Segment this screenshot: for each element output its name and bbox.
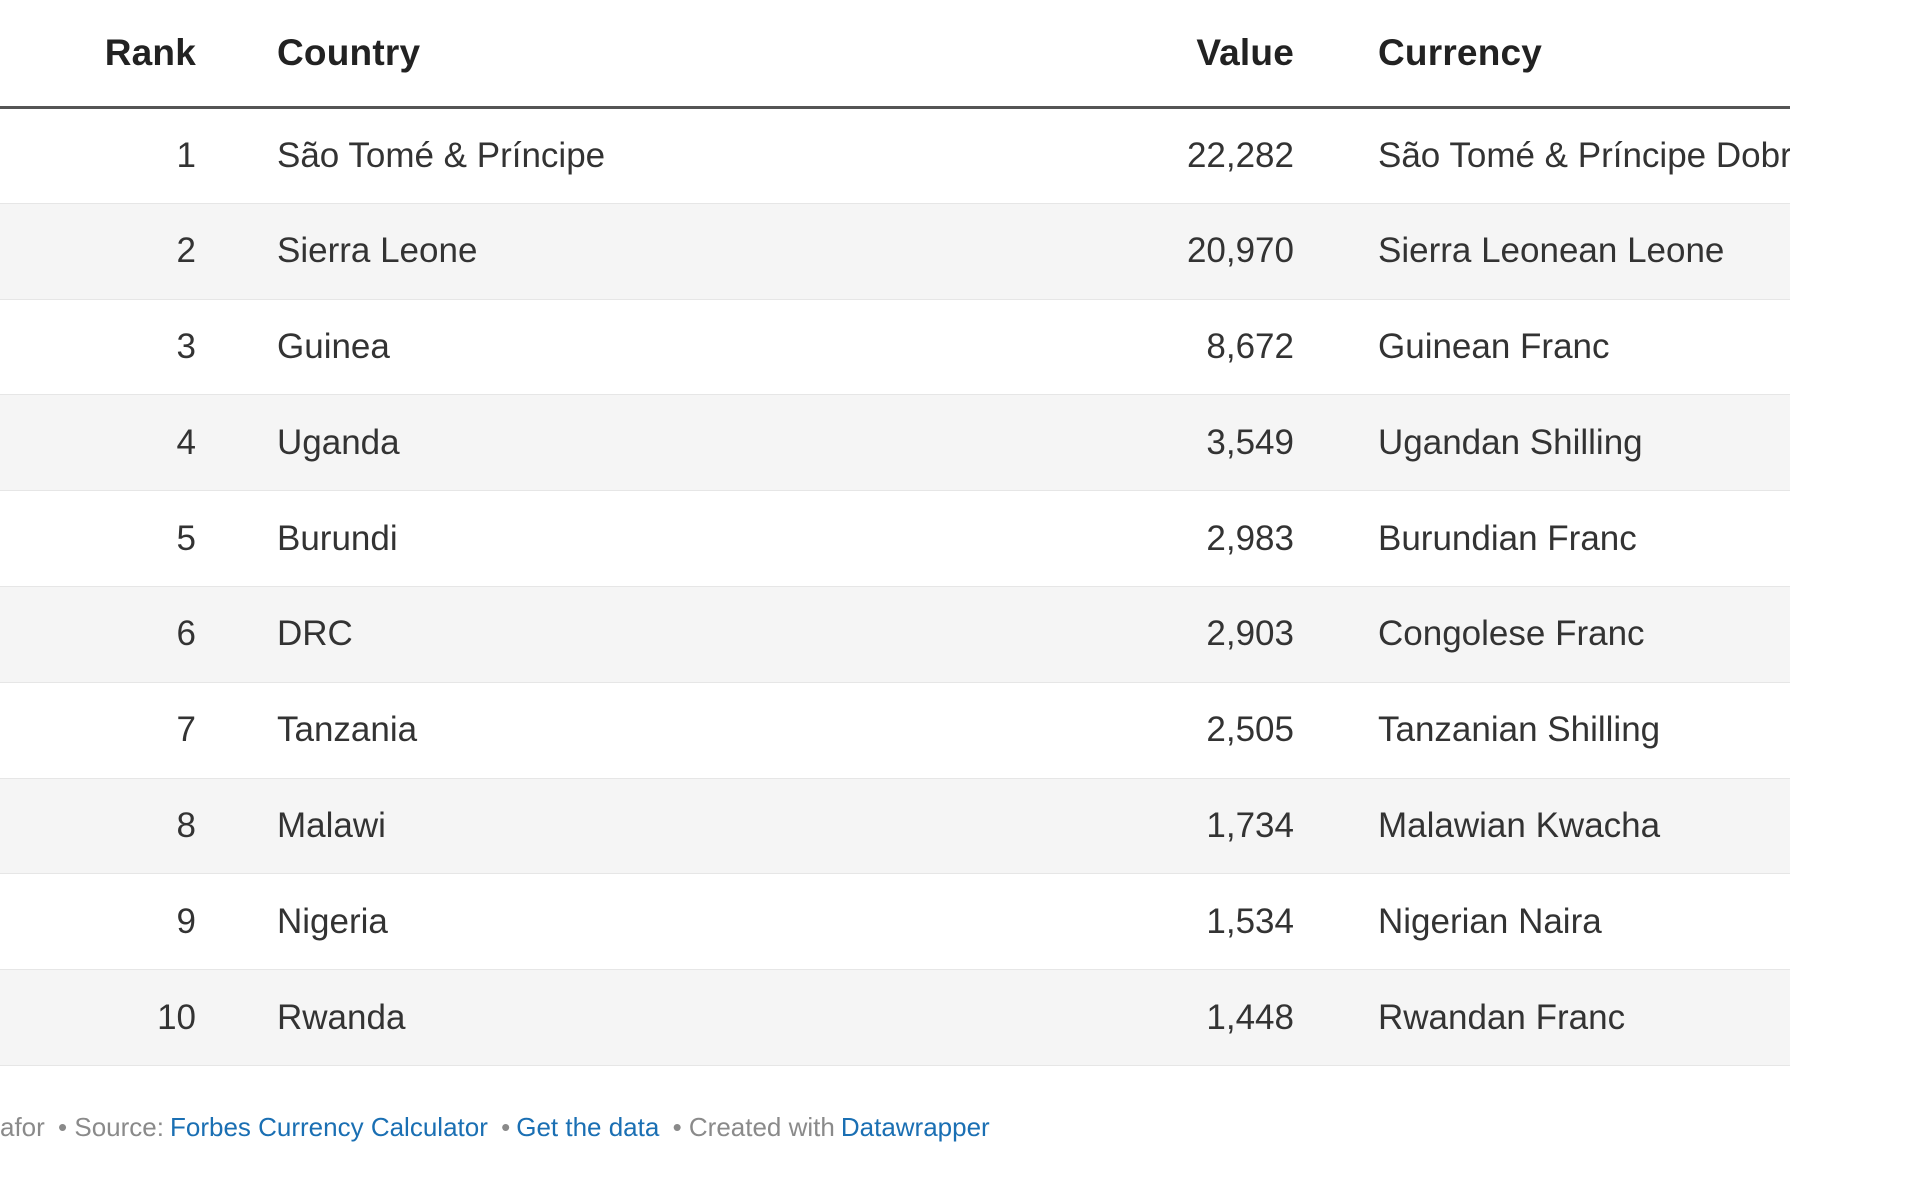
value-cell: 1,534 (1070, 873, 1298, 971)
value-cell: 1,734 (1070, 778, 1298, 875)
rank-cell: 9 (0, 873, 225, 971)
table-row: 10 Rwanda 1,448 Rwandan Franc (0, 969, 1790, 1066)
table-row: 9 Nigeria 1,534 Nigerian Naira (0, 873, 1790, 971)
currency-cell: Sierra Leonean Leone (1298, 203, 1790, 300)
currency-table: Rank Country Value Currency 1 São Tomé & … (0, 0, 1790, 1066)
country-cell: Uganda (225, 394, 1070, 492)
country-cell: Rwanda (225, 969, 1070, 1066)
column-header-rank[interactable]: Rank (0, 0, 225, 109)
currency-cell: Nigerian Naira (1298, 873, 1790, 971)
get-the-data-link[interactable]: Get the data (516, 1112, 660, 1142)
table-row: 7 Tanzania 2,505 Tanzanian Shilling (0, 682, 1790, 779)
rank-cell: 3 (0, 299, 225, 396)
currency-cell: São Tomé & Príncipe Dobra (1298, 107, 1790, 204)
footer-separator: • (501, 1112, 511, 1142)
footer-source-label: • Source: (58, 1112, 164, 1142)
table-row: 8 Malawi 1,734 Malawian Kwacha (0, 778, 1790, 875)
value-cell: 1,448 (1070, 969, 1298, 1066)
value-cell: 22,282 (1070, 107, 1298, 204)
footer-prefix: afor (0, 1112, 45, 1142)
rank-cell: 8 (0, 778, 225, 875)
table-row: 3 Guinea 8,672 Guinean Franc (0, 299, 1790, 396)
rank-cell: 10 (0, 969, 225, 1066)
value-cell: 8,672 (1070, 299, 1298, 396)
country-cell: Guinea (225, 299, 1070, 396)
country-cell: Sierra Leone (225, 203, 1070, 300)
header-row: Rank Country Value Currency (0, 0, 1790, 109)
table-body: 1 São Tomé & Príncipe 22,282 São Tomé & Prí… (0, 107, 1790, 1066)
country-cell: Malawi (225, 778, 1070, 875)
currency-cell: Rwandan Franc (1298, 969, 1790, 1066)
table-row: 4 Uganda 3,549 Ugandan Shilling (0, 394, 1790, 492)
rank-cell: 5 (0, 490, 225, 587)
value-cell: 2,983 (1070, 490, 1298, 587)
value-cell: 3,549 (1070, 394, 1298, 492)
chart-footer: afor • Source: Forbes Currency Calculator… (0, 1112, 990, 1143)
value-cell: 2,505 (1070, 682, 1298, 779)
currency-cell: Malawian Kwacha (1298, 778, 1790, 875)
country-cell: Nigeria (225, 873, 1070, 971)
rank-cell: 1 (0, 107, 225, 204)
country-cell: Burundi (225, 490, 1070, 587)
value-cell: 20,970 (1070, 203, 1298, 300)
data-table-container: Rank Country Value Currency 1 São Tomé & … (0, 0, 1790, 1066)
column-header-country[interactable]: Country (225, 0, 1070, 109)
rank-cell: 7 (0, 682, 225, 779)
currency-cell: Guinean Franc (1298, 299, 1790, 396)
table-header: Rank Country Value Currency (0, 0, 1790, 109)
table-row: 5 Burundi 2,983 Burundian Franc (0, 490, 1790, 587)
currency-cell: Congolese Franc (1298, 586, 1790, 683)
table-row: 6 DRC 2,903 Congolese Franc (0, 586, 1790, 683)
rank-cell: 2 (0, 203, 225, 300)
source-link[interactable]: Forbes Currency Calculator (169, 1112, 488, 1142)
currency-cell: Tanzanian Shilling (1298, 682, 1790, 779)
country-cell: DRC (225, 586, 1070, 683)
table-row: 2 Sierra Leone 20,970 Sierra Leonean Leone (0, 203, 1790, 300)
footer-created-with-label: • Created with (672, 1112, 835, 1142)
country-cell: Tanzania (225, 682, 1070, 779)
rank-cell: 4 (0, 394, 225, 492)
datawrapper-link[interactable]: Datawrapper (840, 1112, 990, 1142)
rank-cell: 6 (0, 586, 225, 683)
column-header-value[interactable]: Value (1070, 0, 1298, 109)
table-row: 1 São Tomé & Príncipe 22,282 São Tomé & Prí… (0, 107, 1790, 204)
currency-cell: Ugandan Shilling (1298, 394, 1790, 492)
column-header-currency[interactable]: Currency (1298, 0, 1790, 109)
country-cell: São Tomé & Príncipe (225, 107, 1070, 204)
currency-cell: Burundian Franc (1298, 490, 1790, 587)
value-cell: 2,903 (1070, 586, 1298, 683)
